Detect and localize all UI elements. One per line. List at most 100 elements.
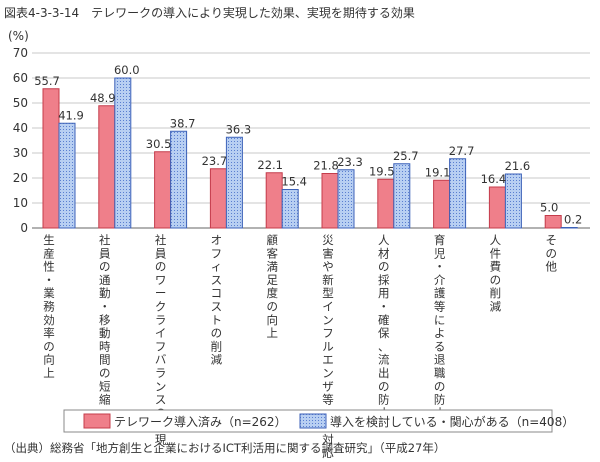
data-label: 5.0 bbox=[540, 201, 558, 215]
category-label-char: 度 bbox=[266, 286, 278, 300]
data-label: 48.9 bbox=[90, 91, 116, 105]
category-label-char: ・ bbox=[434, 260, 446, 274]
category-label-char: 防 bbox=[378, 393, 390, 407]
category-label-char: 勤 bbox=[99, 286, 111, 300]
category-label-char: 間 bbox=[99, 353, 111, 367]
category-label-char: フ bbox=[155, 339, 167, 353]
category-label-char: 型 bbox=[322, 286, 334, 300]
bar-considering bbox=[225, 136, 243, 229]
category-label-char: ス bbox=[211, 300, 223, 314]
source-note: （出典）総務省「地方創生と企業におけるICT利活用に関する調査研究」（平成27年… bbox=[4, 441, 446, 455]
category-label-char: フ bbox=[211, 246, 223, 260]
category-label-char: ン bbox=[155, 379, 167, 393]
category-label-char: ザ bbox=[322, 379, 334, 393]
category-label-char: の bbox=[378, 260, 390, 274]
category-label-char: ン bbox=[322, 366, 334, 380]
category-label-char: 縮 bbox=[99, 393, 111, 407]
category-label-char: 社 bbox=[99, 233, 111, 247]
data-label: 36.3 bbox=[226, 122, 252, 136]
category-label-char: イ bbox=[322, 300, 334, 314]
category-label-char: 費 bbox=[490, 260, 502, 274]
category-label-char: ス bbox=[155, 393, 167, 407]
category-label-char: 削 bbox=[490, 286, 502, 300]
legend-swatch-considering bbox=[299, 413, 327, 429]
category-label-char: の bbox=[155, 260, 167, 274]
legend-swatch-implemented bbox=[83, 413, 111, 429]
category-label-char: ラ bbox=[155, 313, 167, 327]
data-label: 19.1 bbox=[425, 165, 451, 179]
category-label-char: ー bbox=[155, 286, 167, 300]
category-label-char: ン bbox=[322, 313, 334, 327]
category-label-char: 上 bbox=[43, 366, 55, 380]
data-label: 25.7 bbox=[393, 149, 419, 163]
category-label-char: ト bbox=[211, 313, 223, 327]
category-label-char: に bbox=[434, 313, 446, 327]
category-label-char: 新 bbox=[322, 273, 334, 287]
category-label-char: る bbox=[434, 339, 446, 353]
category-label-char: 向 bbox=[266, 313, 278, 327]
category-label-char: ラ bbox=[155, 366, 167, 380]
category-label-char: 人 bbox=[378, 233, 390, 247]
y-tick-label: 0 bbox=[20, 221, 28, 235]
category-label-char: 害 bbox=[322, 246, 334, 260]
data-label: 23.7 bbox=[202, 154, 228, 168]
category-label-char: ・ bbox=[378, 300, 390, 314]
category-label-char: 社 bbox=[155, 233, 167, 247]
y-tick-label: 10 bbox=[13, 196, 28, 210]
category-label-char: 介 bbox=[434, 273, 446, 287]
data-label: 27.7 bbox=[449, 144, 475, 158]
bar-implemented bbox=[544, 215, 562, 229]
category-label-char: の bbox=[266, 300, 278, 314]
legend-label-implemented: テレワーク導入済み（n=262） bbox=[114, 414, 287, 429]
category-label-char: の bbox=[378, 379, 390, 393]
data-label: 55.7 bbox=[34, 74, 60, 88]
category-label-char: 件 bbox=[490, 246, 502, 260]
y-axis-unit-label: (%) bbox=[8, 29, 29, 43]
data-label: 16.4 bbox=[481, 172, 507, 186]
category-label-char: 時 bbox=[99, 339, 111, 353]
category-label-char: 、 bbox=[378, 339, 390, 353]
category-label-char: 足 bbox=[266, 273, 278, 287]
category-label-char: ワ bbox=[155, 273, 167, 287]
category-label-char: 効 bbox=[43, 313, 55, 327]
bar-considering bbox=[393, 163, 411, 229]
y-tick-label: 60 bbox=[13, 71, 28, 85]
category-label-char: 産 bbox=[43, 246, 55, 260]
category-label-char: 現 bbox=[155, 433, 167, 447]
bar-implemented bbox=[98, 105, 116, 229]
category-label-char: 材 bbox=[378, 246, 390, 260]
bar-considering bbox=[337, 169, 355, 229]
data-label: 22.1 bbox=[257, 158, 283, 172]
category-label-char: の bbox=[43, 339, 55, 353]
category-label-char: 等 bbox=[322, 393, 334, 407]
y-tick-label: 50 bbox=[13, 96, 28, 110]
category-label-char: 災 bbox=[322, 233, 334, 247]
category-label-char: 児 bbox=[434, 246, 446, 260]
bar-implemented bbox=[265, 172, 283, 229]
category-label-char: ・ bbox=[99, 300, 111, 314]
y-tick-label: 30 bbox=[13, 146, 28, 160]
bar-implemented bbox=[433, 179, 451, 229]
legend: テレワーク導入済み（n=262） 導入を検討している・関心がある（n=408） bbox=[63, 409, 574, 433]
category-label-char: 生 bbox=[43, 233, 55, 247]
data-label: 19.5 bbox=[369, 164, 395, 178]
category-label-char: の bbox=[434, 379, 446, 393]
y-tick-label: 70 bbox=[13, 46, 28, 60]
category-label-char: 他 bbox=[545, 260, 557, 274]
category-label-char: 用 bbox=[378, 286, 390, 300]
data-label: 30.5 bbox=[146, 137, 172, 151]
category-label-char: 員 bbox=[99, 246, 111, 260]
category-label-char: バ bbox=[155, 353, 167, 367]
category-label-char: 等 bbox=[434, 300, 446, 314]
category-label-char: 顧 bbox=[266, 233, 278, 247]
category-label-char: の bbox=[211, 326, 223, 340]
data-label: 21.8 bbox=[313, 159, 339, 173]
category-label-char: 職 bbox=[434, 366, 446, 380]
bar-implemented bbox=[154, 151, 172, 229]
category-label-char: 務 bbox=[43, 300, 55, 314]
bar-considering bbox=[449, 158, 467, 229]
category-label-char: 員 bbox=[155, 246, 167, 260]
bar-considering bbox=[560, 227, 578, 229]
category-label-char: 短 bbox=[99, 379, 111, 393]
